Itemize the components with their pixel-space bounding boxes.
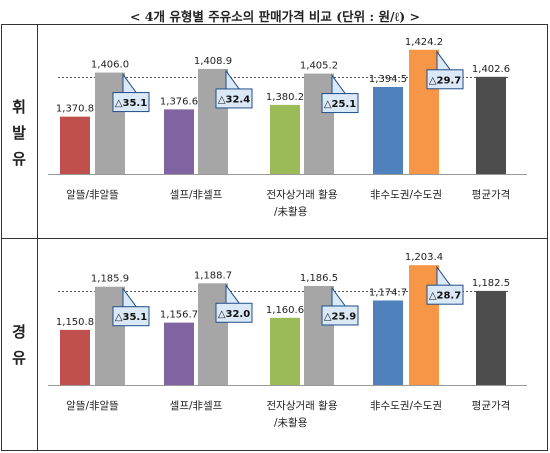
difference-callout [321, 305, 359, 326]
callout-pointer [436, 50, 452, 72]
category-label: 셀프/非셀프 [170, 400, 223, 412]
bar [198, 283, 228, 385]
side-label-char: 경 [12, 323, 26, 341]
bar [60, 116, 90, 174]
difference-callout [112, 306, 150, 327]
bar [95, 286, 125, 385]
bar [373, 300, 403, 385]
data-label: 1,156.7 [160, 310, 198, 321]
data-label: 1,182.5 [472, 278, 510, 289]
data-label: 1,402.6 [472, 64, 510, 75]
difference-callout [426, 284, 464, 305]
gasoline-panel: 휘발유 1,370.8 1,406.0 알뜰/非알뜰 △35.1 1,376.6 1,408… [12, 37, 527, 218]
bar [476, 290, 506, 385]
callout-pointer [225, 69, 241, 91]
difference-callout [215, 302, 253, 323]
category-label: 셀프/非셀프 [170, 189, 223, 201]
data-label: 1,188.7 [194, 270, 232, 281]
callout-pointer [225, 283, 241, 305]
bar [164, 109, 194, 174]
difference-label: △35.1 [115, 312, 147, 323]
category-label: 전자상거래 활용 [267, 399, 338, 412]
difference-label: △32.0 [218, 309, 250, 320]
data-label: 1,408.9 [194, 56, 232, 67]
category-label: 非수도권/수도권 [370, 400, 442, 412]
bar [409, 265, 439, 385]
category-label: 알뜰/非알뜰 [66, 189, 119, 201]
outer-border [1, 24, 548, 451]
data-label: 1,376.6 [160, 96, 198, 107]
callout-pointer [331, 286, 347, 308]
data-label: 1,185.9 [91, 274, 129, 285]
difference-callout [112, 92, 150, 113]
difference-label: △29.7 [429, 75, 461, 86]
bar [304, 73, 334, 174]
category-label: 평균가격 [472, 188, 511, 201]
bar [373, 86, 403, 174]
category-label: /未활용 [274, 205, 308, 218]
data-label: 1,394.5 [369, 74, 407, 85]
data-label: 1,160.6 [266, 305, 304, 316]
difference-label: △25.9 [324, 311, 356, 322]
data-label: 1,380.2 [266, 92, 304, 103]
data-label: 1,203.4 [405, 252, 443, 263]
difference-label: △25.1 [324, 99, 356, 110]
data-label: 1,150.8 [56, 317, 94, 328]
bar [409, 49, 439, 174]
bar [198, 68, 228, 174]
diesel-panel: 경유 1,150.8 1,185.9 알뜰/非알뜰 △35.1 1,156.7 1,188.… [12, 252, 527, 429]
difference-label: △35.1 [115, 98, 147, 109]
difference-callout [426, 69, 464, 90]
data-label: 1,370.8 [56, 104, 94, 115]
data-label: 1,424.2 [405, 37, 443, 48]
bar [164, 322, 194, 385]
side-label-char: 유 [12, 150, 26, 168]
difference-label: △32.4 [218, 94, 250, 105]
category-label: 전자상거래 활용 [267, 188, 338, 201]
category-label: 非수도권/수도권 [370, 189, 442, 201]
bar [476, 76, 506, 174]
category-label: 평균가격 [472, 399, 511, 412]
side-label-char: 유 [12, 349, 26, 367]
bar [60, 329, 90, 385]
bar [304, 285, 334, 385]
difference-callout [215, 88, 253, 109]
difference-callout [321, 93, 359, 114]
data-label: 1,406.0 [91, 60, 129, 71]
chart-title: < 4개 유형별 주유소의 판매가격 비교 (단위 : 원/ℓ) > [129, 9, 420, 24]
difference-label: △28.7 [429, 291, 461, 302]
callout-pointer [331, 74, 347, 96]
side-label-char: 휘 [12, 98, 26, 116]
data-label: 1,405.2 [300, 61, 338, 72]
data-label: 1,186.5 [300, 273, 338, 284]
bar [95, 72, 125, 174]
side-label-char: 발 [12, 124, 26, 142]
category-label: 알뜰/非알뜰 [66, 400, 119, 412]
chart-frame [1, 24, 548, 451]
bar [270, 317, 300, 385]
bar [270, 104, 300, 174]
category-label: /未활용 [274, 416, 308, 429]
callout-pointer [436, 265, 452, 287]
data-label: 1,174.7 [369, 287, 407, 298]
